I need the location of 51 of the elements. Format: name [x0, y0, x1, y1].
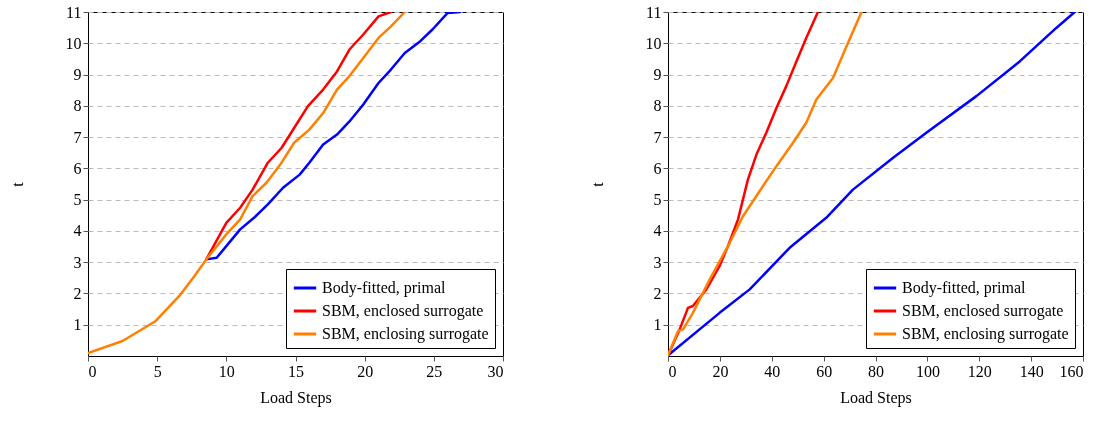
y-tick-label: 5 [653, 191, 662, 209]
x-tick-label: 60 [816, 362, 833, 380]
x-tick-label: 120 [967, 362, 992, 380]
y-tick-label: 8 [73, 97, 82, 115]
y-tick-label: 5 [73, 191, 82, 209]
x-tick-label: 160 [1059, 362, 1084, 380]
x-tick-label: 30 [487, 362, 504, 380]
legend-label: Body-fitted, primal [902, 279, 1027, 297]
y-tick-label: 3 [73, 253, 82, 271]
y-tick-label: 8 [653, 97, 662, 115]
x-axis-title: Load Steps [840, 388, 912, 407]
y-tick-label: 1 [653, 316, 662, 334]
legend-label: SBM, enclosing surrogate [902, 325, 1069, 343]
y-tick-label: 9 [73, 66, 82, 84]
x-tick-label: 20 [712, 362, 729, 380]
x-axis-title: Load Steps [260, 388, 332, 407]
x-tick-label: 20 [357, 362, 374, 380]
y-tick-label: 10 [65, 34, 82, 52]
x-tick-label: 0 [668, 362, 677, 380]
legend-label: Body-fitted, primal [322, 279, 447, 297]
y-tick-label: 2 [73, 284, 82, 302]
legend-label: SBM, enclosing surrogate [322, 325, 489, 343]
line-series [205, 12, 462, 261]
y-axis-title: t [8, 181, 26, 187]
y-tick-label: 3 [653, 253, 662, 271]
y-tick-label: 11 [646, 3, 662, 21]
y-tick-label: 10 [645, 34, 662, 52]
y-tick-label: 11 [66, 3, 82, 21]
y-tick-label: 7 [73, 128, 82, 146]
x-tick-label: 25 [426, 362, 443, 380]
x-tick-label: 5 [153, 362, 162, 380]
y-tick-label: 2 [653, 284, 662, 302]
y-tick-label: 1 [73, 316, 82, 334]
x-tick-label: 80 [868, 362, 884, 380]
y-tick-label: 4 [653, 222, 662, 240]
y-tick-label: 6 [73, 159, 82, 177]
x-tick-label: 40 [764, 362, 781, 380]
x-tick-label: 15 [288, 362, 304, 380]
y-axis-title: t [588, 181, 606, 187]
x-tick-label: 140 [1019, 362, 1044, 380]
y-tick-label: 7 [653, 128, 662, 146]
x-tick-label: 10 [218, 362, 235, 380]
y-tick-label: 6 [653, 159, 662, 177]
x-tick-label: 100 [915, 362, 940, 380]
legend-label: SBM, enclosed surrogate [322, 302, 484, 320]
line-series [668, 12, 1076, 356]
y-tick-label: 9 [653, 66, 662, 84]
line-series [668, 12, 863, 356]
y-tick-label: 4 [73, 222, 82, 240]
x-tick-label: 0 [88, 362, 97, 380]
legend-label: SBM, enclosed surrogate [902, 302, 1064, 320]
